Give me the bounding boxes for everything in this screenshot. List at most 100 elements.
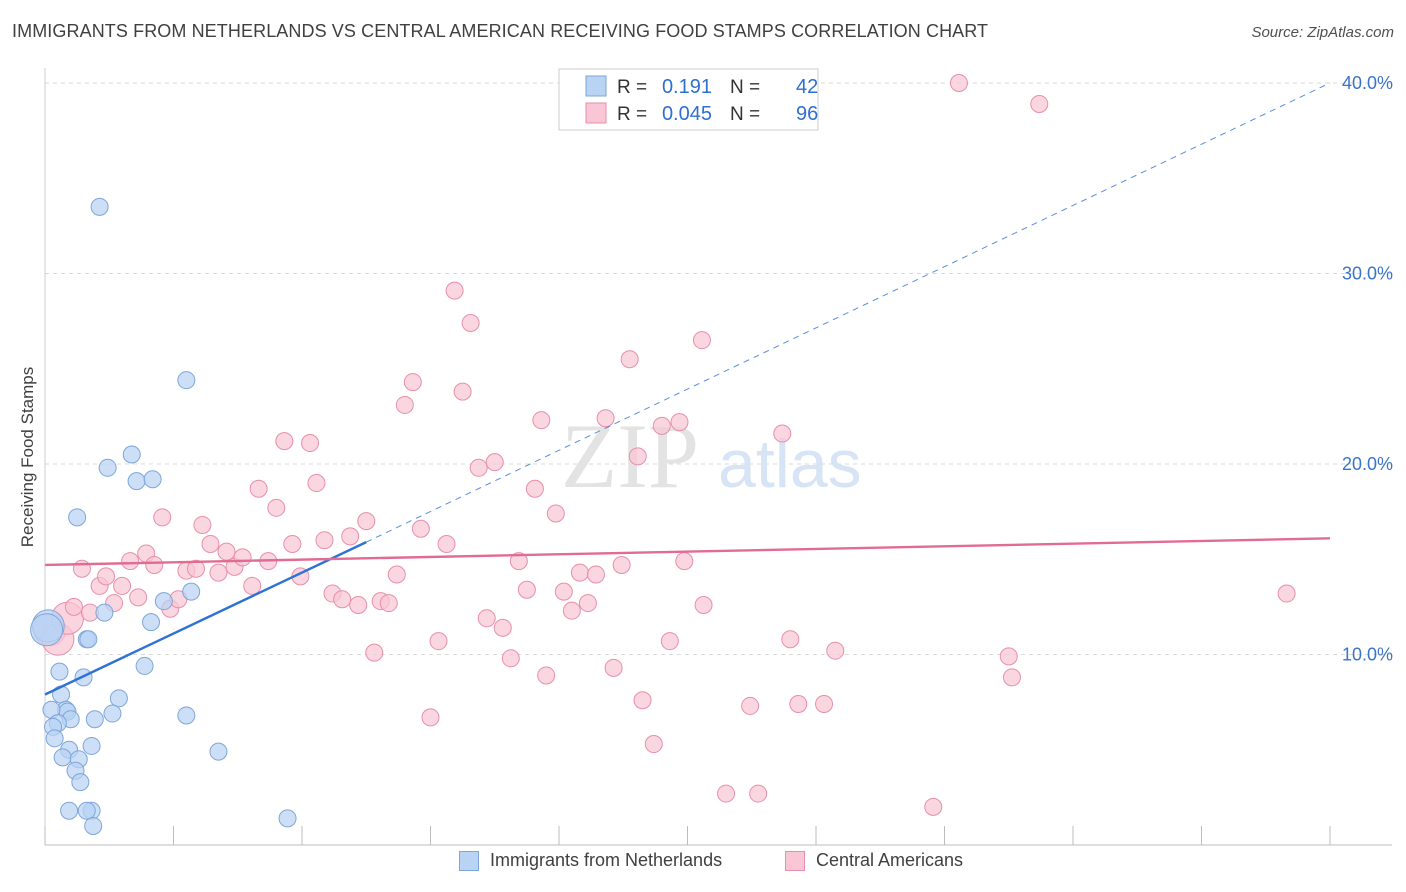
data-point (217, 542, 236, 561)
data-point (949, 74, 968, 92)
data-point (113, 576, 132, 595)
data-point (127, 472, 146, 491)
data-point (154, 592, 173, 611)
data-point (122, 445, 141, 464)
data-point (477, 609, 496, 628)
data-point (717, 784, 736, 803)
data-point (546, 504, 565, 523)
data-point (570, 563, 589, 582)
y-tick-label: 40.0% (1342, 73, 1393, 93)
data-point (411, 519, 430, 538)
y-tick-label: 30.0% (1342, 264, 1393, 284)
data-point (660, 632, 679, 651)
data-point (177, 371, 196, 390)
data-point (644, 735, 663, 754)
data-point (249, 479, 268, 498)
data-point (445, 281, 464, 300)
data-point (64, 597, 83, 616)
data-point (586, 565, 605, 584)
data-point (275, 432, 294, 451)
data-point (129, 588, 148, 607)
data-point (379, 594, 398, 613)
data-point (209, 742, 228, 761)
trend-line-blue (44, 541, 367, 696)
data-point (1002, 668, 1021, 687)
data-point (453, 382, 472, 401)
stats-n-value: 96 (796, 103, 818, 125)
data-point (301, 434, 320, 453)
legend-label-netherlands: Immigrants from Netherlands (490, 850, 723, 870)
data-point (349, 595, 368, 614)
stats-legend: R = 0.191 N = 42 R = 0.045 N = 96 (558, 68, 819, 131)
data-point (562, 601, 581, 620)
tick-labels: 10.0%20.0%30.0%40.0%0.0%80.0% (1342, 73, 1393, 665)
legend-swatch-pink (785, 850, 805, 871)
stats-n-value: 42 (796, 76, 818, 98)
chart-title: IMMIGRANTS FROM NETHERLANDS VS CENTRAL A… (12, 21, 989, 41)
data-point (307, 474, 326, 493)
data-point (1030, 94, 1049, 113)
data-point (493, 618, 512, 637)
data-point (30, 613, 64, 647)
stats-r-label: R = (617, 104, 647, 125)
data-point (82, 736, 101, 755)
series-immigrants-netherlands (30, 197, 297, 835)
stats-r-value: 0.045 (662, 103, 712, 125)
data-point (501, 649, 520, 668)
watermark-atlas: atlas (718, 426, 862, 502)
data-point (675, 552, 694, 571)
data-point (71, 773, 90, 792)
data-point (773, 424, 792, 443)
stats-r-label: R = (617, 77, 647, 98)
trend-line-blue-extension (366, 82, 1331, 543)
data-point (815, 695, 834, 714)
data-point (633, 691, 652, 710)
data-point (201, 535, 220, 554)
data-point (77, 801, 96, 820)
stats-swatch-blue (585, 75, 607, 97)
series-central-americans (33, 74, 1296, 816)
data-point (532, 411, 551, 430)
data-point (789, 695, 808, 714)
data-point (233, 548, 252, 567)
data-point (315, 531, 334, 550)
data-point (186, 559, 205, 578)
y-tick-label: 20.0% (1342, 454, 1393, 474)
data-point (403, 373, 422, 392)
data-point (341, 527, 360, 546)
data-point (999, 647, 1018, 666)
data-point (109, 689, 128, 708)
data-point (461, 314, 480, 333)
data-point (98, 458, 117, 477)
data-point (267, 498, 286, 517)
trend-lines (44, 82, 1331, 696)
data-point (333, 590, 352, 609)
data-point (692, 331, 711, 350)
stats-r-value: 0.191 (662, 76, 712, 98)
legend-item-netherlands: Immigrants from Netherlands (459, 850, 722, 871)
data-point (121, 552, 140, 571)
data-point (145, 555, 164, 574)
data-point (670, 413, 689, 432)
data-point (193, 515, 212, 534)
data-point (243, 576, 262, 595)
data-point (209, 563, 228, 582)
data-point (525, 479, 544, 498)
data-point (620, 350, 639, 369)
data-point (84, 816, 103, 835)
data-point (45, 729, 64, 748)
data-point (612, 555, 631, 574)
data-point (90, 197, 109, 216)
data-point (53, 748, 72, 767)
data-point (85, 710, 104, 729)
stats-n-label: N = (730, 77, 760, 98)
data-point (283, 535, 302, 554)
data-point (628, 447, 647, 466)
source-credit: Source: ZipAtlas.com (1251, 24, 1394, 41)
data-point (694, 595, 713, 614)
data-point (578, 594, 597, 613)
data-point (924, 797, 943, 816)
data-point (135, 656, 154, 675)
data-point (95, 603, 114, 622)
data-point (604, 658, 623, 677)
